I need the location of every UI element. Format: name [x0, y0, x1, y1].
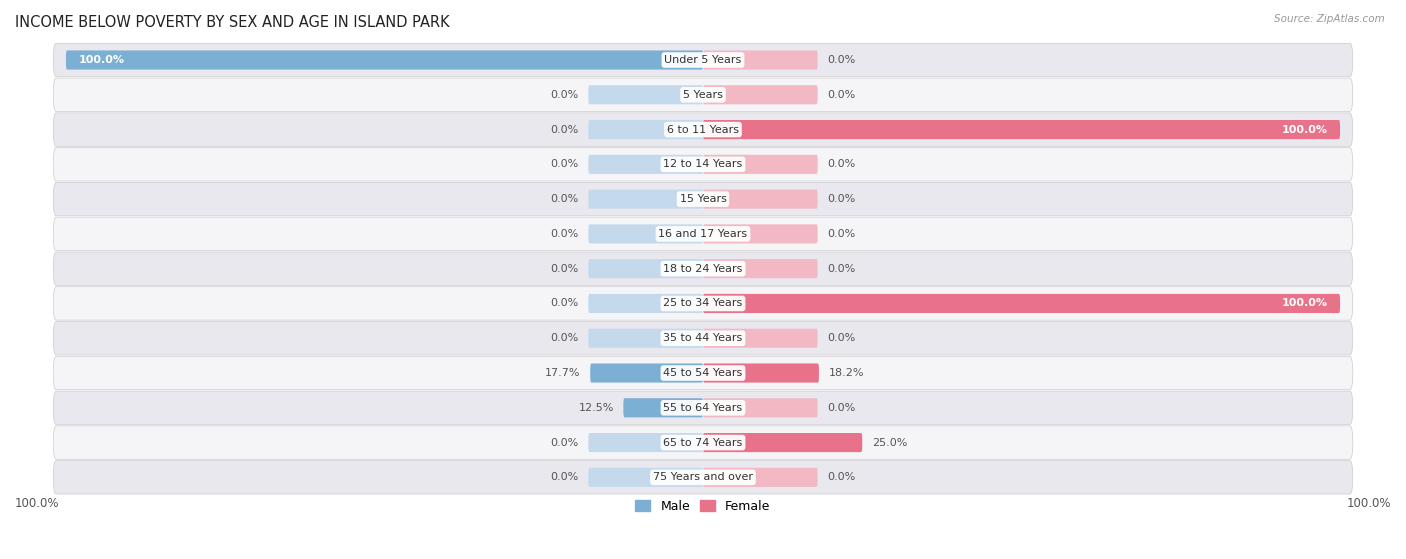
- Text: 100.0%: 100.0%: [15, 497, 59, 510]
- Text: 0.0%: 0.0%: [551, 90, 579, 100]
- Text: 18.2%: 18.2%: [828, 368, 865, 378]
- Text: 25.0%: 25.0%: [872, 438, 907, 448]
- FancyBboxPatch shape: [53, 44, 1353, 77]
- Text: 100.0%: 100.0%: [79, 55, 125, 65]
- FancyBboxPatch shape: [703, 190, 818, 209]
- FancyBboxPatch shape: [703, 294, 1340, 313]
- FancyBboxPatch shape: [703, 224, 818, 244]
- FancyBboxPatch shape: [53, 148, 1353, 181]
- Text: 18 to 24 Years: 18 to 24 Years: [664, 264, 742, 274]
- Text: 17.7%: 17.7%: [546, 368, 581, 378]
- FancyBboxPatch shape: [703, 398, 818, 418]
- Text: 55 to 64 Years: 55 to 64 Years: [664, 403, 742, 413]
- Text: 0.0%: 0.0%: [551, 438, 579, 448]
- Text: 0.0%: 0.0%: [827, 264, 855, 274]
- FancyBboxPatch shape: [53, 461, 1353, 494]
- FancyBboxPatch shape: [53, 287, 1353, 320]
- Text: 0.0%: 0.0%: [827, 333, 855, 343]
- Text: 0.0%: 0.0%: [827, 194, 855, 204]
- Text: 100.0%: 100.0%: [1281, 125, 1327, 135]
- Text: Source: ZipAtlas.com: Source: ZipAtlas.com: [1274, 14, 1385, 24]
- FancyBboxPatch shape: [53, 321, 1353, 355]
- FancyBboxPatch shape: [53, 252, 1353, 286]
- Text: INCOME BELOW POVERTY BY SEX AND AGE IN ISLAND PARK: INCOME BELOW POVERTY BY SEX AND AGE IN I…: [15, 15, 450, 30]
- FancyBboxPatch shape: [588, 294, 703, 313]
- FancyBboxPatch shape: [53, 391, 1353, 424]
- Text: 15 Years: 15 Years: [679, 194, 727, 204]
- Text: 0.0%: 0.0%: [551, 333, 579, 343]
- Text: 25 to 34 Years: 25 to 34 Years: [664, 299, 742, 309]
- FancyBboxPatch shape: [703, 468, 818, 487]
- FancyBboxPatch shape: [53, 182, 1353, 216]
- Text: 65 to 74 Years: 65 to 74 Years: [664, 438, 742, 448]
- Text: 100.0%: 100.0%: [1281, 299, 1327, 309]
- FancyBboxPatch shape: [703, 85, 818, 105]
- Text: 0.0%: 0.0%: [551, 159, 579, 169]
- Text: 100.0%: 100.0%: [1347, 497, 1391, 510]
- FancyBboxPatch shape: [588, 433, 703, 452]
- Text: 0.0%: 0.0%: [551, 299, 579, 309]
- FancyBboxPatch shape: [703, 433, 862, 452]
- Text: 0.0%: 0.0%: [551, 264, 579, 274]
- FancyBboxPatch shape: [703, 259, 818, 278]
- Text: Under 5 Years: Under 5 Years: [665, 55, 741, 65]
- FancyBboxPatch shape: [53, 113, 1353, 146]
- Text: 45 to 54 Years: 45 to 54 Years: [664, 368, 742, 378]
- Text: 0.0%: 0.0%: [827, 90, 855, 100]
- FancyBboxPatch shape: [623, 398, 703, 418]
- Text: 75 Years and over: 75 Years and over: [652, 472, 754, 482]
- Text: 0.0%: 0.0%: [551, 125, 579, 135]
- Text: 0.0%: 0.0%: [551, 229, 579, 239]
- FancyBboxPatch shape: [588, 155, 703, 174]
- FancyBboxPatch shape: [53, 356, 1353, 390]
- FancyBboxPatch shape: [53, 426, 1353, 459]
- Text: 0.0%: 0.0%: [827, 55, 855, 65]
- FancyBboxPatch shape: [703, 120, 1340, 139]
- FancyBboxPatch shape: [703, 50, 818, 69]
- Legend: Male, Female: Male, Female: [630, 495, 776, 518]
- FancyBboxPatch shape: [703, 155, 818, 174]
- Text: 0.0%: 0.0%: [827, 403, 855, 413]
- FancyBboxPatch shape: [588, 329, 703, 348]
- Text: 5 Years: 5 Years: [683, 90, 723, 100]
- FancyBboxPatch shape: [703, 363, 818, 382]
- FancyBboxPatch shape: [588, 190, 703, 209]
- FancyBboxPatch shape: [53, 217, 1353, 250]
- Text: 16 and 17 Years: 16 and 17 Years: [658, 229, 748, 239]
- FancyBboxPatch shape: [588, 120, 703, 139]
- FancyBboxPatch shape: [703, 329, 818, 348]
- Text: 0.0%: 0.0%: [551, 472, 579, 482]
- Text: 6 to 11 Years: 6 to 11 Years: [666, 125, 740, 135]
- Text: 35 to 44 Years: 35 to 44 Years: [664, 333, 742, 343]
- FancyBboxPatch shape: [66, 50, 703, 69]
- FancyBboxPatch shape: [588, 259, 703, 278]
- FancyBboxPatch shape: [588, 468, 703, 487]
- FancyBboxPatch shape: [53, 78, 1353, 111]
- Text: 12 to 14 Years: 12 to 14 Years: [664, 159, 742, 169]
- Text: 12.5%: 12.5%: [578, 403, 614, 413]
- FancyBboxPatch shape: [591, 363, 703, 382]
- FancyBboxPatch shape: [588, 85, 703, 105]
- Text: 0.0%: 0.0%: [827, 159, 855, 169]
- Text: 0.0%: 0.0%: [827, 229, 855, 239]
- Text: 0.0%: 0.0%: [551, 194, 579, 204]
- Text: 0.0%: 0.0%: [827, 472, 855, 482]
- FancyBboxPatch shape: [588, 224, 703, 244]
